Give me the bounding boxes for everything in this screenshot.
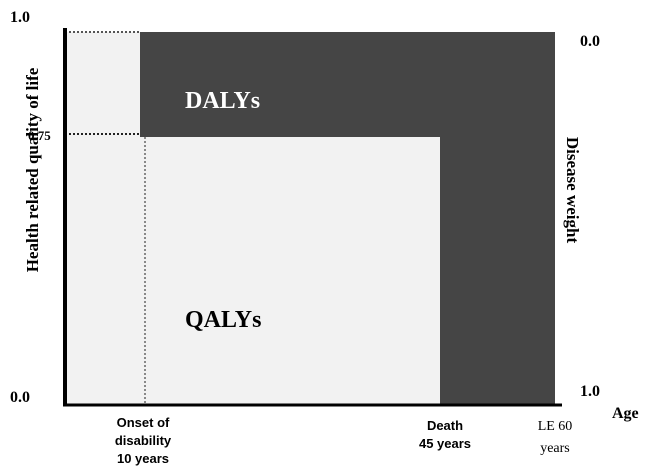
- right-label: Disease weight: [563, 137, 582, 244]
- onset-line: disability: [115, 433, 172, 448]
- le-line: LE 60: [538, 419, 573, 434]
- left-label: Health related quality of life: [23, 67, 42, 272]
- le-line: years: [540, 441, 570, 456]
- death-line: 45 years: [419, 436, 471, 451]
- dalys-label: DALYs: [185, 88, 260, 114]
- x-label: Age: [612, 405, 639, 422]
- left-bottom: 0.0: [10, 389, 30, 406]
- left-mid: 0.75: [28, 128, 51, 143]
- death-line: Death: [427, 418, 463, 433]
- onset-line: 10 years: [117, 451, 169, 466]
- dalys-region: [140, 32, 555, 405]
- onset-line: Onset of: [117, 415, 170, 430]
- right-top: 0.0: [580, 33, 600, 50]
- qalys-label: QALYs: [185, 307, 261, 333]
- left-top: 1.0: [10, 9, 30, 26]
- right-bottom: 1.0: [580, 383, 600, 400]
